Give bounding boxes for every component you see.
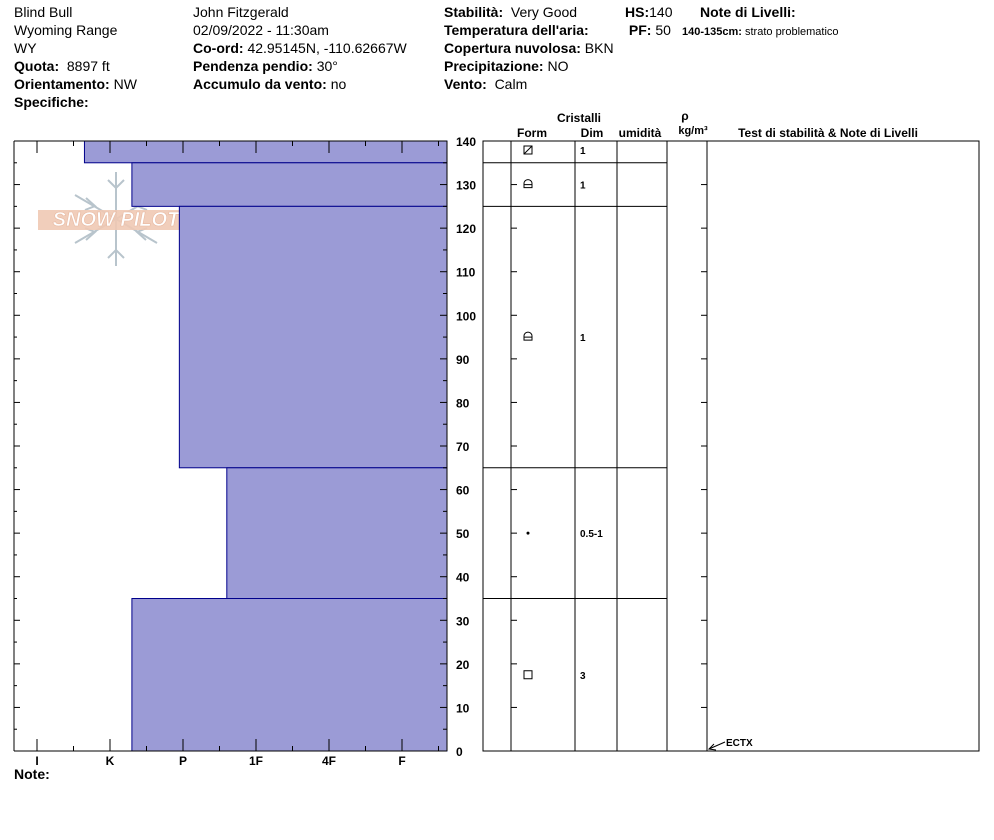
hardness-bar — [83, 140, 448, 164]
depth-tick-label: 130 — [456, 179, 476, 193]
depth-tick-label: 110 — [456, 266, 476, 280]
density-unit-header: kg/m³ — [678, 125, 708, 137]
precipitation: Precipitazione: NO — [444, 58, 569, 74]
crystal-size-label: 3 — [580, 671, 586, 682]
crystal-form-icon — [526, 531, 530, 535]
crystal-size-label: 1 — [580, 181, 586, 192]
wind: Vento: Calm — [444, 76, 528, 92]
depth-tick-label: 120 — [456, 222, 476, 236]
header-col-2: John Fitzgerald 02/09/2022 - 11:30am Co-… — [193, 3, 407, 93]
logo-band — [38, 210, 192, 230]
hardness-tick-label: K — [106, 754, 115, 768]
hardness-tick-label: 4F — [322, 754, 336, 768]
depth-tick-label: 80 — [456, 396, 470, 410]
depth-tick-label: 50 — [456, 527, 470, 541]
depth-tick-label: 140 — [456, 135, 476, 149]
size-header: Dim — [581, 126, 604, 140]
foot-penetration: PF: 50 — [628, 22, 671, 38]
form-header: Form — [517, 126, 547, 140]
hardness-axis: I K P 1F 4F F — [35, 141, 439, 768]
crystal-form-icon — [523, 670, 533, 680]
wind-loading: Accumulo da vento: no — [193, 76, 347, 92]
crystal-size-label: 1 — [580, 333, 586, 344]
crystal-form-icon — [523, 331, 533, 341]
depth-tick-label: 20 — [456, 658, 470, 672]
moisture-header: umidità — [619, 126, 662, 140]
logo-text: SNOW PILOT — [53, 209, 181, 231]
observer: John Fitzgerald — [193, 4, 289, 20]
specifics: Specifiche: — [14, 94, 89, 110]
datetime: 02/09/2022 - 11:30am — [193, 22, 329, 38]
slope-angle: Pendenza pendio: 30° — [193, 58, 338, 74]
header-col-3: Stabilità: Very Good Temperatura dell'ar… — [444, 3, 614, 93]
elevation: Quota: 8897 ft — [14, 58, 110, 74]
depth-tick-label: 40 — [456, 571, 470, 585]
crystal-size-label: 0.5-1 — [580, 529, 603, 540]
tests-header: Test di stabilità & Note di Livelli — [738, 126, 918, 140]
snow-height: HS:140 — [625, 4, 673, 20]
test-label: ECTX — [726, 738, 753, 749]
mountain-range: Wyoming Range — [14, 22, 118, 38]
hardness-bar — [131, 162, 448, 207]
hardness-bars — [13, 140, 448, 752]
crystals-header: Cristalli — [557, 111, 601, 125]
coordinates: Co-ord: 42.95145N, -110.62667W — [193, 40, 407, 56]
test-pointer-arrow — [707, 743, 717, 751]
depth-tick-label: 30 — [456, 614, 470, 628]
air-temperature: Temperatura dell'aria: — [444, 22, 589, 38]
hardness-tick-label: 1F — [249, 754, 263, 768]
hardness-bar — [226, 467, 448, 599]
hardness-bar — [178, 205, 448, 469]
rho-header: ρ — [681, 109, 688, 123]
depth-tick-label: 90 — [456, 353, 470, 367]
crystal-table: 1 1 1 0.5-1 3 ECTX — [482, 140, 980, 752]
header-col-1: Blind Bull Wyoming Range WY Quota: 8897 … — [14, 3, 137, 111]
crystal-size-label: 1 — [580, 146, 586, 157]
test-pointer — [708, 741, 726, 750]
left-axis-ticks — [14, 140, 20, 752]
hardness-tick-label: F — [398, 754, 405, 768]
notes: Note: — [14, 766, 50, 782]
depth-axis: 0 10 20 30 40 50 60 70 80 90 100 110 120 130 140 — [440, 135, 476, 759]
depth-tick-label: 0 — [456, 745, 463, 759]
crystal-form-icon — [523, 145, 533, 155]
location-name: Blind Bull — [14, 4, 73, 20]
layer-notes-title: Note di Livelli: — [700, 4, 796, 20]
hardness-tick-label: I — [35, 754, 38, 768]
depth-tick-label: 10 — [456, 701, 470, 715]
crystal-form-icon — [523, 179, 533, 189]
depth-tick-label: 60 — [456, 484, 470, 498]
aspect: Orientamento: NW — [14, 76, 137, 92]
header-col-4: HS:140 PF: 50 — [625, 3, 672, 39]
layer-note: 140-135cm: strato problematico — [682, 26, 839, 38]
hardness-tick-label: P — [179, 754, 187, 768]
depth-tick-label: 100 — [456, 309, 476, 323]
hardness-bar — [131, 598, 448, 752]
depth-tick-label: 70 — [456, 440, 470, 454]
sky-cover: Copertura nuvolosa: BKN — [444, 40, 614, 56]
crystal-form-icon — [523, 145, 533, 155]
stability: Stabilità: Very Good — [444, 4, 578, 20]
table-frame — [482, 140, 980, 752]
state: WY — [14, 40, 37, 56]
